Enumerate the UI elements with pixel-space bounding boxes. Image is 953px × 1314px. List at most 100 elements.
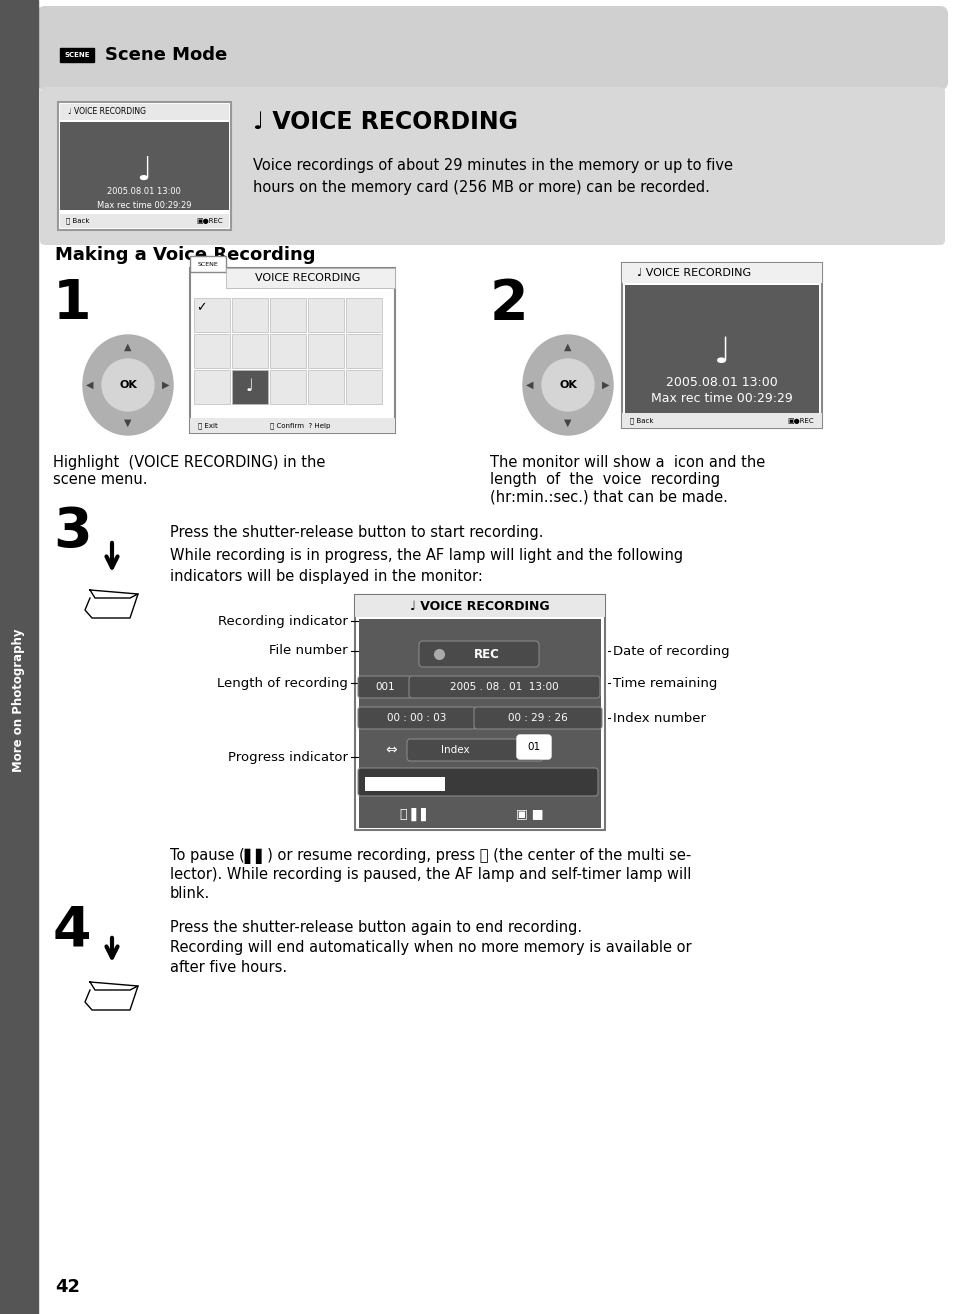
Text: scene menu.: scene menu.: [53, 472, 148, 487]
Bar: [270, 334, 306, 368]
Bar: [60, 122, 229, 210]
FancyBboxPatch shape: [517, 735, 551, 759]
Text: SCENE: SCENE: [197, 261, 218, 267]
Text: ▣●REC: ▣●REC: [196, 218, 223, 223]
Text: 2005 . 08 . 01  13:00: 2005 . 08 . 01 13:00: [449, 682, 558, 692]
Bar: [232, 298, 268, 332]
Text: Index number: Index number: [613, 711, 705, 724]
Text: ◀: ◀: [86, 380, 93, 390]
Bar: [232, 371, 268, 403]
Text: To pause (▌▌) or resume recording, press ⒪ (the center of the multi se-: To pause (▌▌) or resume recording, press…: [170, 848, 691, 865]
Text: ▼: ▼: [563, 418, 571, 428]
Text: ⇔: ⇔: [385, 742, 396, 757]
Text: Max rec time 00:29:29: Max rec time 00:29:29: [651, 393, 792, 406]
FancyBboxPatch shape: [37, 7, 947, 89]
Bar: [346, 371, 381, 403]
Bar: [308, 371, 344, 403]
Text: Press the shutter-release button again to end recording.: Press the shutter-release button again t…: [170, 920, 581, 936]
Text: ⒲ Exit: ⒲ Exit: [198, 423, 217, 430]
Bar: [365, 777, 444, 791]
FancyBboxPatch shape: [357, 767, 598, 796]
Text: VOICE RECORDING: VOICE RECORDING: [255, 273, 360, 283]
Bar: [270, 371, 306, 403]
Text: ♩: ♩: [713, 336, 730, 371]
Ellipse shape: [522, 335, 613, 435]
Text: Scene Mode: Scene Mode: [105, 46, 227, 64]
Bar: [190, 418, 395, 434]
Text: ✓: ✓: [195, 301, 206, 314]
Text: REC: REC: [474, 648, 499, 661]
Text: ▲: ▲: [124, 342, 132, 352]
Text: ♩ VOICE RECORDING: ♩ VOICE RECORDING: [410, 599, 549, 612]
Text: ▲: ▲: [563, 342, 571, 352]
Bar: [60, 214, 229, 229]
Bar: [358, 619, 600, 828]
Text: 001: 001: [375, 682, 395, 692]
Bar: [232, 334, 268, 368]
FancyBboxPatch shape: [474, 707, 601, 729]
Text: 2: 2: [490, 277, 528, 331]
Text: More on Photography: More on Photography: [12, 628, 26, 771]
Ellipse shape: [83, 335, 172, 435]
Circle shape: [541, 359, 594, 411]
Text: Voice recordings of about 29 minutes in the memory or up to five
hours on the me: Voice recordings of about 29 minutes in …: [253, 158, 732, 196]
Text: ♩ VOICE RECORDING: ♩ VOICE RECORDING: [637, 268, 750, 279]
Text: ▣ ■: ▣ ■: [516, 808, 543, 820]
Text: File number: File number: [269, 644, 348, 657]
Bar: [60, 104, 229, 120]
Text: ⒪ ▌▌: ⒪ ▌▌: [399, 807, 430, 821]
Text: Press the shutter-release button to start recording.: Press the shutter-release button to star…: [170, 526, 543, 540]
Text: (hr:min.:sec.) that can be made.: (hr:min.:sec.) that can be made.: [490, 489, 727, 505]
Bar: [308, 298, 344, 332]
Text: Highlight  (VOICE RECORDING) in the: Highlight (VOICE RECORDING) in the: [53, 455, 325, 470]
Bar: [193, 298, 230, 332]
FancyBboxPatch shape: [409, 675, 599, 698]
Text: OK: OK: [119, 380, 137, 390]
Text: 2005.08.01 13:00: 2005.08.01 13:00: [107, 188, 181, 197]
Bar: [621, 263, 821, 428]
Text: length  of  the  voice  recording: length of the voice recording: [490, 472, 720, 487]
Bar: [621, 263, 821, 283]
Text: 01: 01: [527, 742, 540, 752]
Bar: [346, 298, 381, 332]
Bar: [190, 268, 395, 434]
Text: ♩ VOICE RECORDING: ♩ VOICE RECORDING: [68, 108, 146, 117]
Bar: [60, 49, 94, 62]
Bar: [58, 102, 231, 230]
Text: Time remaining: Time remaining: [613, 677, 717, 690]
FancyBboxPatch shape: [407, 738, 542, 761]
Text: 4: 4: [53, 903, 91, 957]
FancyBboxPatch shape: [418, 641, 538, 668]
Text: ⒪ Confirm  ? Help: ⒪ Confirm ? Help: [270, 423, 330, 430]
Text: ♩: ♩: [136, 154, 152, 187]
Text: ♩: ♩: [246, 377, 253, 396]
Text: ♩ VOICE RECORDING: ♩ VOICE RECORDING: [253, 110, 517, 134]
Text: blink.: blink.: [170, 886, 210, 901]
Text: 3: 3: [53, 505, 91, 558]
Bar: [624, 285, 818, 413]
Text: ▶: ▶: [162, 380, 170, 390]
Text: The monitor will show a  icon and the: The monitor will show a icon and the: [490, 455, 764, 470]
Text: Recording indicator: Recording indicator: [218, 615, 348, 628]
Text: ▼: ▼: [124, 418, 132, 428]
Text: indicators will be displayed in the monitor:: indicators will be displayed in the moni…: [170, 569, 482, 583]
Text: ◀: ◀: [526, 380, 533, 390]
Text: 2005.08.01 13:00: 2005.08.01 13:00: [665, 377, 777, 389]
Text: 00 : 29 : 26: 00 : 29 : 26: [508, 714, 567, 723]
Text: OK: OK: [558, 380, 577, 390]
Bar: [270, 298, 306, 332]
Text: ▣●REC: ▣●REC: [786, 418, 813, 424]
Bar: [308, 334, 344, 368]
Text: Length of recording: Length of recording: [217, 677, 348, 690]
Text: Progress indicator: Progress indicator: [228, 750, 348, 763]
FancyBboxPatch shape: [357, 707, 476, 729]
Text: Max rec time 00:29:29: Max rec time 00:29:29: [96, 201, 191, 210]
Text: Recording will end automatically when no more memory is available or: Recording will end automatically when no…: [170, 940, 691, 955]
Text: ⒲ Back: ⒲ Back: [66, 218, 90, 225]
Text: 00 : 00 : 03: 00 : 00 : 03: [387, 714, 446, 723]
Circle shape: [102, 359, 153, 411]
Text: Index: Index: [440, 745, 469, 756]
Text: 1: 1: [53, 277, 91, 331]
Bar: [0, 0, 38, 1314]
FancyBboxPatch shape: [40, 87, 944, 244]
